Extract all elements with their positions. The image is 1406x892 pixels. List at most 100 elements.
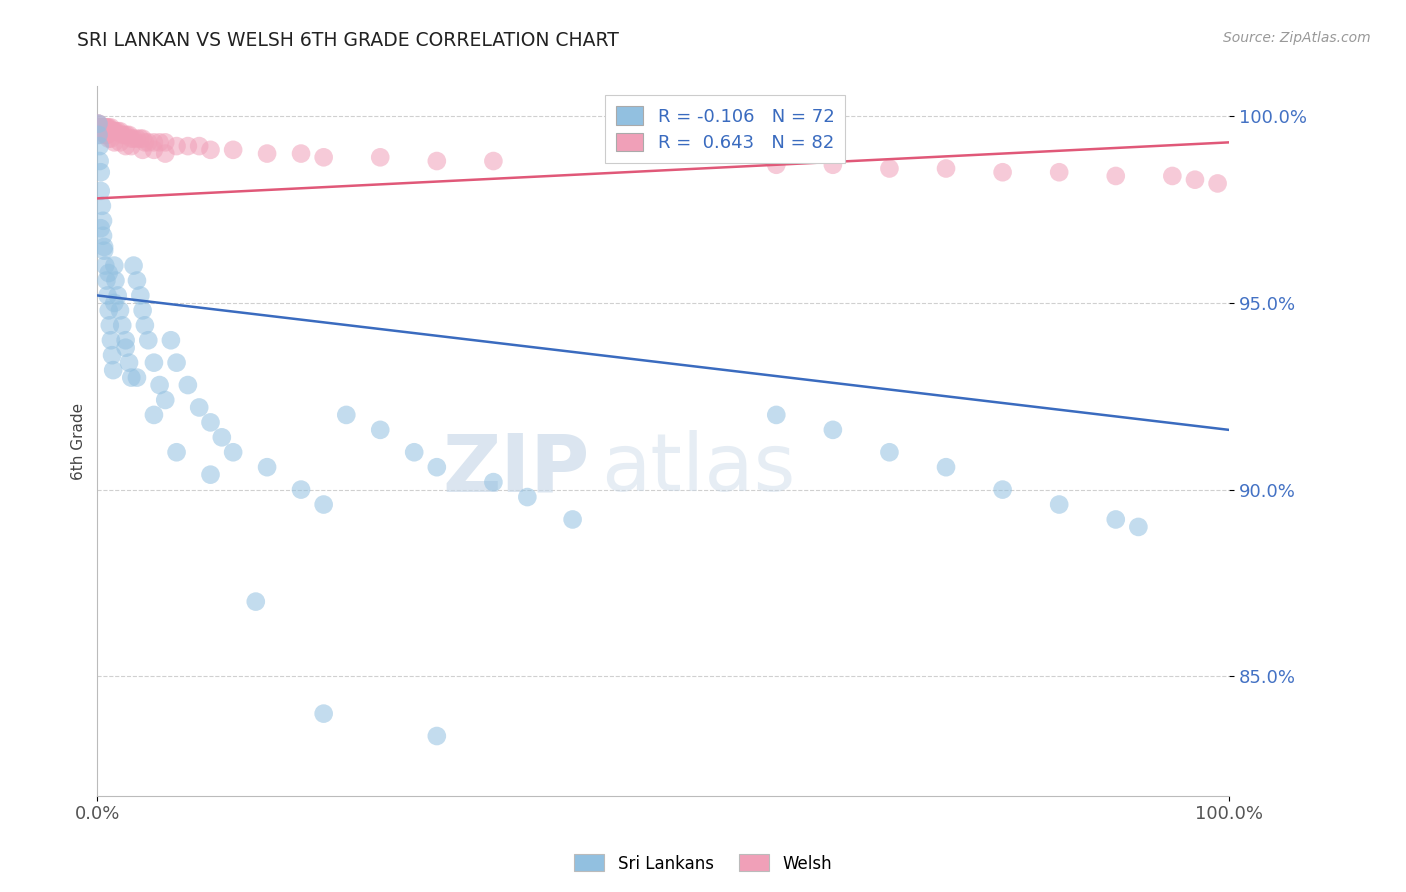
Point [142, 136, 165, 150]
Point [103, 124, 125, 138]
Point [90, 199, 112, 213]
Point [131, 303, 153, 318]
Point [115, 128, 138, 142]
Point [155, 392, 177, 407]
Point [821, 423, 844, 437]
Point [111, 128, 134, 142]
Point [93, 124, 115, 138]
Point [93, 244, 115, 258]
Point [104, 124, 127, 138]
Point [91, 124, 114, 138]
Point [256, 460, 278, 475]
Point [107, 288, 129, 302]
Point [222, 445, 245, 459]
Point [879, 445, 901, 459]
Point [118, 128, 141, 142]
Point [103, 296, 125, 310]
Point [107, 124, 129, 138]
Point [155, 146, 177, 161]
Point [97, 131, 120, 145]
Point [89, 124, 111, 138]
Point [561, 512, 583, 526]
Point [89, 128, 111, 142]
Point [312, 498, 335, 512]
Point [100, 120, 122, 135]
Point [93, 240, 115, 254]
Point [90, 120, 112, 135]
Point [114, 128, 136, 142]
Point [108, 136, 131, 150]
Point [114, 341, 136, 355]
Point [256, 146, 278, 161]
Point [368, 423, 391, 437]
Point [97, 124, 120, 138]
Point [90, 184, 112, 198]
Point [104, 273, 127, 287]
Point [120, 370, 142, 384]
Point [108, 303, 131, 318]
Point [111, 318, 134, 333]
Point [166, 139, 188, 153]
Text: ZIP: ZIP [443, 431, 589, 508]
Point [1161, 169, 1184, 183]
Point [94, 259, 117, 273]
Point [335, 408, 357, 422]
Point [166, 356, 188, 370]
Point [118, 356, 141, 370]
Point [93, 120, 115, 135]
Point [90, 120, 112, 135]
Point [155, 136, 177, 150]
Point [90, 165, 112, 179]
Point [991, 165, 1014, 179]
Legend: Sri Lankans, Welsh: Sri Lankans, Welsh [568, 847, 838, 880]
Point [312, 150, 335, 164]
Point [482, 475, 505, 490]
Point [101, 124, 124, 138]
Point [97, 303, 120, 318]
Point [96, 120, 118, 135]
Point [200, 467, 222, 482]
Point [94, 128, 117, 142]
Point [177, 378, 200, 392]
Point [91, 120, 114, 135]
Point [821, 158, 844, 172]
Point [125, 370, 148, 384]
Point [103, 363, 125, 377]
Point [129, 288, 152, 302]
Point [516, 490, 538, 504]
Point [142, 143, 165, 157]
Point [89, 120, 111, 135]
Point [87, 117, 110, 131]
Point [368, 150, 391, 164]
Point [96, 120, 118, 135]
Point [1105, 512, 1128, 526]
Point [90, 124, 112, 138]
Point [426, 154, 449, 169]
Point [131, 143, 153, 157]
Point [129, 131, 152, 145]
Point [120, 131, 142, 145]
Point [188, 139, 211, 153]
Point [103, 259, 125, 273]
Point [96, 273, 118, 287]
Point [404, 445, 426, 459]
Point [177, 139, 200, 153]
Y-axis label: 6th Grade: 6th Grade [72, 402, 86, 480]
Point [222, 143, 245, 157]
Point [134, 136, 156, 150]
Point [166, 445, 188, 459]
Point [200, 416, 222, 430]
Point [91, 124, 114, 138]
Point [94, 120, 117, 135]
Point [93, 124, 115, 138]
Point [131, 131, 153, 145]
Point [122, 259, 145, 273]
Point [290, 146, 312, 161]
Point [89, 139, 111, 153]
Point [1128, 520, 1150, 534]
Point [482, 154, 505, 169]
Point [765, 408, 787, 422]
Point [91, 228, 114, 243]
Point [312, 706, 335, 721]
Point [90, 124, 112, 138]
